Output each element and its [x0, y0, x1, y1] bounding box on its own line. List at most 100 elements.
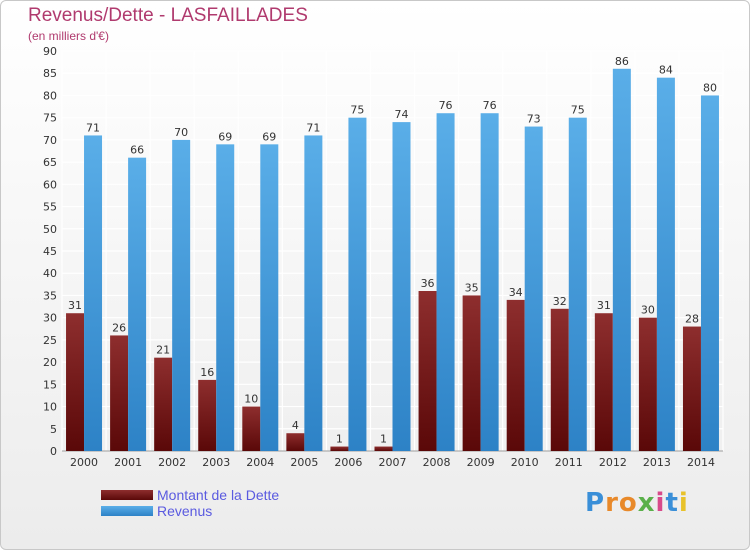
y-tick-label: 85 — [43, 67, 57, 80]
logo-letter: r — [605, 488, 619, 518]
chart-title: Revenus/Dette - LASFAILLADES — [28, 5, 308, 26]
y-tick-label: 0 — [50, 445, 57, 458]
logo-letter: P — [585, 488, 606, 518]
x-tick-label: 2008 — [423, 456, 451, 469]
y-tick-label: 65 — [43, 156, 57, 169]
data-label-debt: 1 — [336, 433, 343, 446]
bar-revenue — [612, 68, 631, 452]
bar-debt — [330, 446, 349, 451]
bar-revenue — [260, 144, 279, 452]
bar-debt — [198, 379, 217, 451]
bar-revenue — [128, 157, 147, 451]
y-tick-label: 30 — [43, 312, 57, 325]
data-label-debt: 31 — [597, 299, 611, 312]
data-label-debt: 35 — [465, 281, 479, 294]
data-label-debt: 30 — [641, 304, 655, 317]
bars — [66, 68, 719, 452]
data-label-debt: 1 — [380, 433, 387, 446]
data-labels: 31 71 26 66 21 70 16 69 10 69 4 71 1 75 1 74 36 76 35 76 34 7… — [68, 55, 717, 446]
y-tick-label: 70 — [43, 134, 57, 147]
y-tick-label: 20 — [43, 356, 57, 369]
x-tick-label: 2012 — [599, 456, 627, 469]
logo-letter: i — [655, 488, 666, 518]
proxiti-logo: Proxiti — [585, 488, 689, 518]
y-tick-label: 55 — [43, 201, 57, 214]
y-tick-label: 90 — [43, 45, 57, 58]
logo-letter: o — [618, 488, 638, 518]
bar-revenue — [392, 122, 411, 451]
x-tick-label: 2005 — [290, 456, 318, 469]
data-label-revenue: 66 — [130, 144, 144, 157]
data-label-debt: 10 — [244, 393, 258, 406]
bar-revenue — [700, 95, 719, 451]
y-tick-label: 75 — [43, 112, 57, 125]
x-tick-label: 2001 — [114, 456, 142, 469]
data-label-revenue: 69 — [262, 130, 276, 143]
data-label-revenue: 80 — [703, 81, 717, 94]
legend-swatch-debt — [101, 490, 153, 500]
logo-letter: t — [665, 488, 679, 518]
data-label-debt: 4 — [292, 419, 299, 432]
y-tick-label: 45 — [43, 245, 57, 258]
bar-revenue — [656, 77, 675, 452]
data-label-debt: 26 — [112, 321, 126, 334]
y-tick-label: 10 — [43, 401, 57, 414]
y-tick-label: 5 — [50, 423, 57, 436]
data-label-revenue: 70 — [174, 126, 188, 139]
data-label-debt: 34 — [509, 286, 523, 299]
bar-revenue — [436, 113, 455, 451]
x-tick-label: 2003 — [202, 456, 230, 469]
x-tick-label: 2013 — [643, 456, 671, 469]
bar-debt — [418, 291, 437, 451]
bar-debt — [462, 295, 481, 451]
bar-revenue — [480, 113, 499, 451]
x-tick-label: 2007 — [379, 456, 407, 469]
bar-debt — [110, 335, 129, 451]
y-tick-label: 60 — [43, 178, 57, 191]
bar-debt — [66, 313, 85, 451]
logo-letter: x — [637, 488, 656, 518]
legend-swatch-revenue — [101, 506, 153, 516]
y-tick-label: 40 — [43, 267, 57, 280]
bar-debt — [682, 326, 701, 451]
legend-label-revenue: Revenus — [157, 503, 213, 519]
bar-debt — [154, 357, 173, 451]
logo-letter: i — [678, 488, 689, 518]
bar-debt — [594, 313, 613, 451]
y-axis-ticks: 0 5 10 15 20 25 30 35 40 45 50 55 60 65 70 75 80 85 90 — [43, 45, 57, 458]
y-tick-label: 35 — [43, 289, 57, 302]
x-tick-label: 2002 — [158, 456, 186, 469]
bar-debt — [506, 299, 525, 451]
data-label-revenue: 84 — [659, 64, 673, 77]
x-axis-ticks: 2000 2001 2002 2003 2004 2005 2006 2007 2008 2009… — [70, 456, 715, 469]
bar-debt — [550, 308, 569, 451]
bar-debt — [638, 317, 657, 451]
x-tick-label: 2009 — [467, 456, 495, 469]
data-label-debt: 16 — [200, 366, 214, 379]
legend-label-debt: Montant de la Dette — [157, 487, 280, 503]
x-tick-label: 2014 — [687, 456, 715, 469]
x-tick-label: 2004 — [246, 456, 274, 469]
y-tick-label: 25 — [43, 334, 57, 347]
data-label-revenue: 73 — [527, 113, 541, 126]
x-tick-label: 2000 — [70, 456, 98, 469]
data-label-revenue: 71 — [86, 121, 100, 134]
bar-debt — [374, 446, 393, 451]
data-label-revenue: 74 — [395, 108, 409, 121]
x-tick-label: 2006 — [334, 456, 362, 469]
bar-revenue — [84, 135, 103, 451]
bar-debt — [242, 406, 261, 451]
bar-revenue — [524, 126, 543, 452]
chart-subtitle: (en milliers d'€) — [28, 29, 109, 43]
data-label-revenue: 76 — [483, 99, 497, 112]
data-label-revenue: 75 — [571, 104, 585, 117]
bar-revenue — [348, 117, 367, 452]
bar-revenue — [304, 135, 323, 451]
x-tick-label: 2010 — [511, 456, 539, 469]
bar-revenue — [568, 117, 587, 452]
data-label-debt: 31 — [68, 299, 82, 312]
data-label-debt: 32 — [553, 295, 567, 308]
bar-revenue — [216, 144, 235, 452]
data-label-debt: 36 — [421, 277, 435, 290]
